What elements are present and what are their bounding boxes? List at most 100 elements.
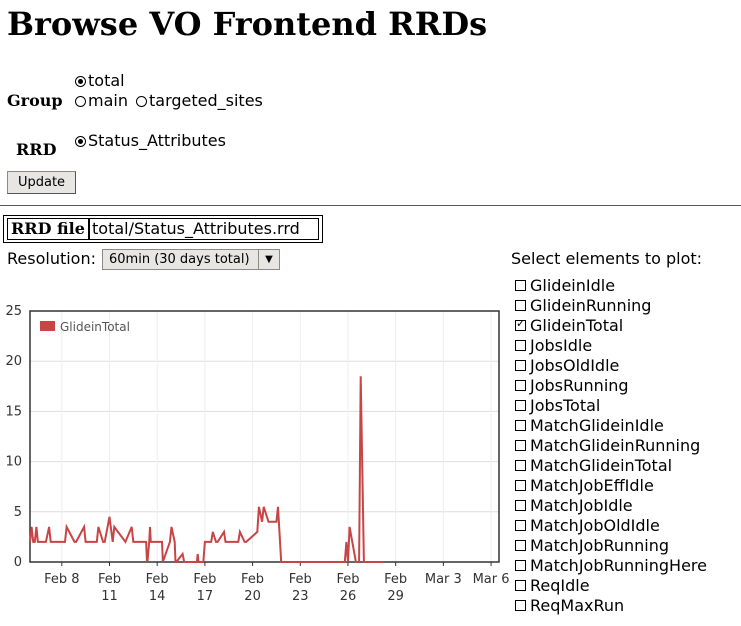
radio-label: targeted_sites xyxy=(149,91,263,110)
checkbox-label: ReqMaxRun xyxy=(530,595,625,615)
checkbox-matchjobidle[interactable]: MatchJobIdle xyxy=(515,495,707,515)
checkbox-icon[interactable] xyxy=(515,339,526,351)
y-tick-label: 5 xyxy=(14,505,22,520)
resolution-label: Resolution: xyxy=(7,249,96,268)
checkbox-matchglideintotal[interactable]: MatchGlideinTotal xyxy=(515,455,707,475)
checkbox-label: GlideinRunning xyxy=(530,295,652,315)
radio-group-main[interactable]: main xyxy=(75,91,132,111)
radio-label: main xyxy=(88,91,128,110)
x-tick-label: 29 xyxy=(387,589,404,604)
checkbox-icon[interactable] xyxy=(515,439,526,451)
checkbox-label: MatchGlideinRunning xyxy=(530,435,701,455)
x-tick-label: 23 xyxy=(292,589,309,604)
elements-checkbox-list: GlideinIdleGlideinRunningGlideinTotalJob… xyxy=(515,275,707,615)
group-label: Group xyxy=(7,91,63,110)
checkbox-glideinrunning[interactable]: GlideinRunning xyxy=(515,295,707,315)
x-tick-label: 20 xyxy=(244,589,261,604)
chevron-down-icon[interactable]: ▼ xyxy=(258,250,279,269)
checkbox-icon[interactable] xyxy=(515,279,526,291)
legend-swatch xyxy=(40,321,55,331)
checkbox-icon[interactable] xyxy=(515,317,526,331)
checkbox-icon[interactable] xyxy=(515,399,526,411)
checkbox-label: GlideinIdle xyxy=(530,275,616,295)
checkbox-label: MatchGlideinTotal xyxy=(530,455,673,475)
radio-label: total xyxy=(88,71,125,90)
y-tick-label: 25 xyxy=(5,304,22,319)
x-tick-label: 11 xyxy=(101,589,118,604)
checkbox-matchjobrunninghere[interactable]: MatchJobRunningHere xyxy=(515,555,707,575)
x-tick-label: Feb 8 xyxy=(44,572,79,587)
checkbox-icon[interactable] xyxy=(515,379,526,391)
rrd-file-value: total/Status_Attributes.rrd xyxy=(89,218,319,240)
checkbox-label: JobsTotal xyxy=(530,395,601,415)
page-title: Browse VO Frontend RRDs xyxy=(7,5,488,43)
x-tick-label: 26 xyxy=(340,589,357,604)
checkbox-glideinidle[interactable]: GlideinIdle xyxy=(515,275,707,295)
checkbox-icon[interactable] xyxy=(515,519,526,531)
resolution-select[interactable]: 60min (30 days total) ▼ xyxy=(102,249,280,270)
checkbox-reqmaxrun[interactable]: ReqMaxRun xyxy=(515,595,707,615)
legend-label: GlideinTotal xyxy=(60,320,130,334)
checkbox-jobsrunning[interactable]: JobsRunning xyxy=(515,375,707,395)
checkbox-icon[interactable] xyxy=(515,419,526,431)
checkbox-icon[interactable] xyxy=(515,539,526,551)
checkbox-label: GlideinTotal xyxy=(530,315,624,335)
checkbox-matchglideinrunning[interactable]: MatchGlideinRunning xyxy=(515,435,707,455)
x-tick-label: Feb xyxy=(289,572,312,587)
radio-icon[interactable] xyxy=(75,75,86,87)
rrd-file-box: RRD file total/Status_Attributes.rrd xyxy=(3,215,323,243)
update-button[interactable]: Update xyxy=(7,171,76,194)
checkbox-icon[interactable] xyxy=(515,579,526,591)
x-tick-label: Feb xyxy=(193,572,216,587)
checkbox-label: ReqIdle xyxy=(530,575,590,595)
checkbox-label: MatchJobIdle xyxy=(530,495,633,515)
checkbox-jobsoldidle[interactable]: JobsOldIdle xyxy=(515,355,707,375)
checkbox-icon[interactable] xyxy=(515,599,526,611)
checkbox-reqidle[interactable]: ReqIdle xyxy=(515,575,707,595)
checkbox-jobsidle[interactable]: JobsIdle xyxy=(515,335,707,355)
x-tick-label: Feb xyxy=(241,572,264,587)
radio-icon[interactable] xyxy=(75,95,86,107)
checkbox-matchjobrunning[interactable]: MatchJobRunning xyxy=(515,535,707,555)
checkbox-label: JobsOldIdle xyxy=(530,355,620,375)
rrd-chart: 0 5 10 15 20 25 Feb 8 Feb 11 Feb 14 Feb 17 Feb 20 Feb 23… xyxy=(5,304,510,604)
checkbox-label: MatchJobRunning xyxy=(530,535,670,555)
checkbox-label: MatchJobEffIdle xyxy=(530,475,654,495)
rrd-file-label: RRD file xyxy=(7,218,89,240)
checkbox-jobstotal[interactable]: JobsTotal xyxy=(515,395,707,415)
checkbox-matchglideinidle[interactable]: MatchGlideinIdle xyxy=(515,415,707,435)
elements-heading: Select elements to plot: xyxy=(511,249,703,268)
checkbox-label: JobsIdle xyxy=(530,335,593,355)
y-tick-label: 20 xyxy=(5,354,22,369)
checkbox-label: MatchJobRunningHere xyxy=(530,555,707,575)
x-tick-label: Feb xyxy=(336,572,359,587)
x-tick-label: Feb xyxy=(146,572,169,587)
radio-group-targeted-sites[interactable]: targeted_sites xyxy=(136,91,263,111)
checkbox-icon[interactable] xyxy=(515,359,526,371)
radio-label: Status_Attributes xyxy=(88,131,226,150)
divider xyxy=(0,205,741,206)
checkbox-icon[interactable] xyxy=(515,299,526,311)
checkbox-label: JobsRunning xyxy=(530,375,629,395)
x-tick-label: Feb xyxy=(98,572,121,587)
checkbox-matchjobeffidle[interactable]: MatchJobEffIdle xyxy=(515,475,707,495)
radio-rrd-status-attributes[interactable]: Status_Attributes xyxy=(75,131,226,151)
x-tick-label: Mar 6 xyxy=(473,572,510,587)
checkbox-icon[interactable] xyxy=(515,499,526,511)
y-tick-label: 10 xyxy=(5,455,22,470)
series-line-glideintotal xyxy=(29,376,383,563)
x-tick-label: 17 xyxy=(197,589,214,604)
x-tick-label: Feb xyxy=(384,572,407,587)
checkbox-glideintotal[interactable]: GlideinTotal xyxy=(515,315,707,335)
checkbox-label: MatchGlideinIdle xyxy=(530,415,664,435)
checkbox-matchjoboldidle[interactable]: MatchJobOldIdle xyxy=(515,515,707,535)
resolution-value: 60min (30 days total) xyxy=(109,252,250,267)
plot-frame xyxy=(29,310,500,563)
checkbox-icon[interactable] xyxy=(515,479,526,491)
checkbox-icon[interactable] xyxy=(515,459,526,471)
radio-group-total[interactable]: total xyxy=(75,71,125,91)
rrd-label: RRD xyxy=(16,140,57,159)
radio-icon[interactable] xyxy=(136,95,147,107)
radio-icon[interactable] xyxy=(75,135,86,147)
checkbox-icon[interactable] xyxy=(515,559,526,571)
